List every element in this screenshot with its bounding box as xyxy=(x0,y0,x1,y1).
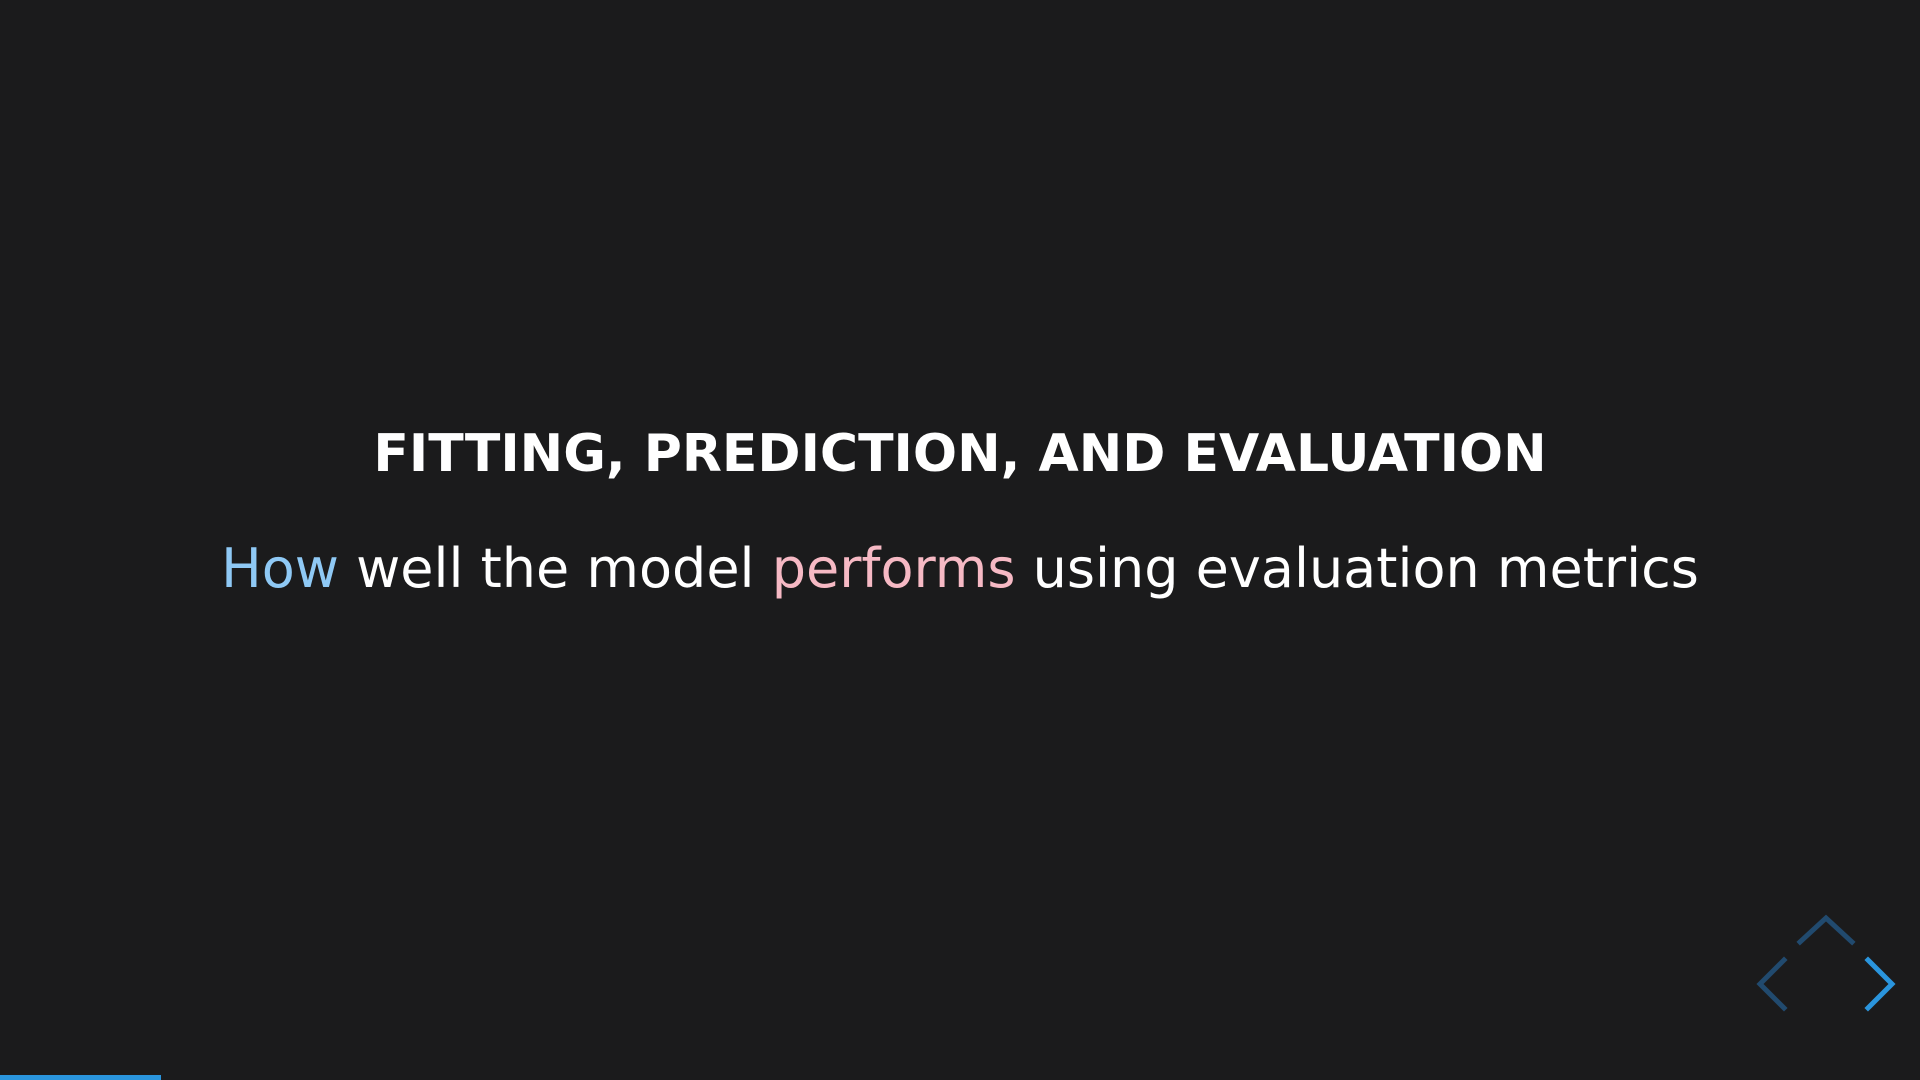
navigation-controls xyxy=(1752,912,1902,1022)
subtitle-highlight-how: How xyxy=(221,537,339,600)
slide-title: FITTING, PREDICTION, AND EVALUATION xyxy=(373,424,1547,484)
subtitle-text-1: well the model xyxy=(338,537,772,600)
progress-bar-fill xyxy=(0,1075,162,1080)
chevron-right-icon[interactable] xyxy=(1860,954,1900,1014)
subtitle-highlight-performs: performs xyxy=(771,537,1016,600)
chevron-left-icon[interactable] xyxy=(1752,954,1792,1014)
chevron-up-icon[interactable] xyxy=(1796,912,1856,948)
slide-subtitle: How well the model performs using evalua… xyxy=(0,542,1920,596)
progress-bar xyxy=(0,1075,1920,1080)
subtitle-text-2: using evaluation metrics xyxy=(1015,537,1699,600)
